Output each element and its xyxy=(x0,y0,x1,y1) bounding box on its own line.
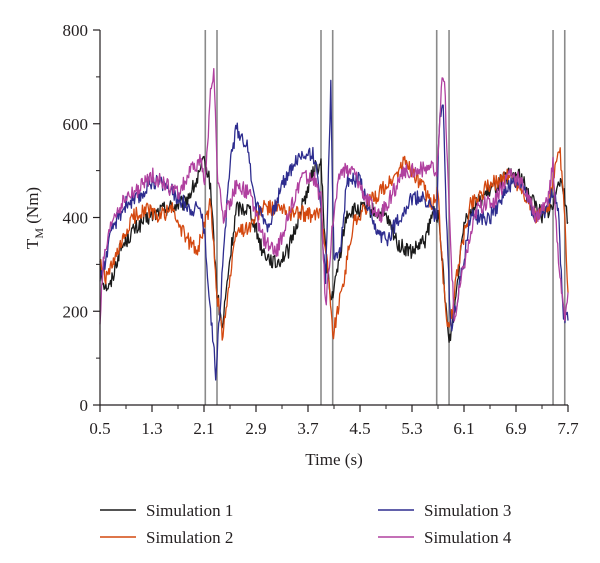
x-tick-label-4: 3.7 xyxy=(297,419,319,438)
series-line-1 xyxy=(99,155,569,343)
x-tick-label-8: 6.9 xyxy=(505,419,526,438)
x-tick-label-5: 4.5 xyxy=(349,419,370,438)
y-tick-label-2: 400 xyxy=(63,209,89,228)
y-axis-title-subscript: M xyxy=(32,228,46,239)
legend: Simulation 1 Simulation 2 Simulation 3 Simu… xyxy=(100,501,512,547)
x-tick-label-1: 1.3 xyxy=(141,419,162,438)
y-tick-label-0: 0 xyxy=(80,396,89,415)
x-tick-label-9: 7.7 xyxy=(557,419,579,438)
x-tick-label-7: 6.1 xyxy=(453,419,474,438)
y-axis-title: TM (Nm) xyxy=(23,187,46,249)
legend-label-2: Simulation 2 xyxy=(146,528,233,547)
axis-ticks: 0.5 1.3 2.1 2.9 3.7 4.5 5.3 6.1 6.9 7.7 0 200 400 600… xyxy=(63,21,580,438)
legend-label-3: Simulation 3 xyxy=(424,501,511,520)
y-axis-title-unit: (Nm) xyxy=(23,187,42,228)
legend-label-1: Simulation 1 xyxy=(146,501,233,520)
y-tick-label-3: 600 xyxy=(63,115,89,134)
y-tick-label-4: 800 xyxy=(63,21,89,40)
x-tick-label-3: 2.9 xyxy=(245,419,266,438)
x-tick-label-0: 0.5 xyxy=(89,419,110,438)
series-line-4 xyxy=(99,67,569,325)
legend-label-4: Simulation 4 xyxy=(424,528,512,547)
y-tick-label-1: 200 xyxy=(63,302,89,321)
y-axis-title-main: T xyxy=(23,238,42,249)
series-line-2 xyxy=(99,147,569,341)
series-lines xyxy=(99,67,569,381)
x-tick-label-2: 2.1 xyxy=(193,419,214,438)
x-tick-label-6: 5.3 xyxy=(401,419,422,438)
x-axis-title: Time (s) xyxy=(305,450,362,469)
